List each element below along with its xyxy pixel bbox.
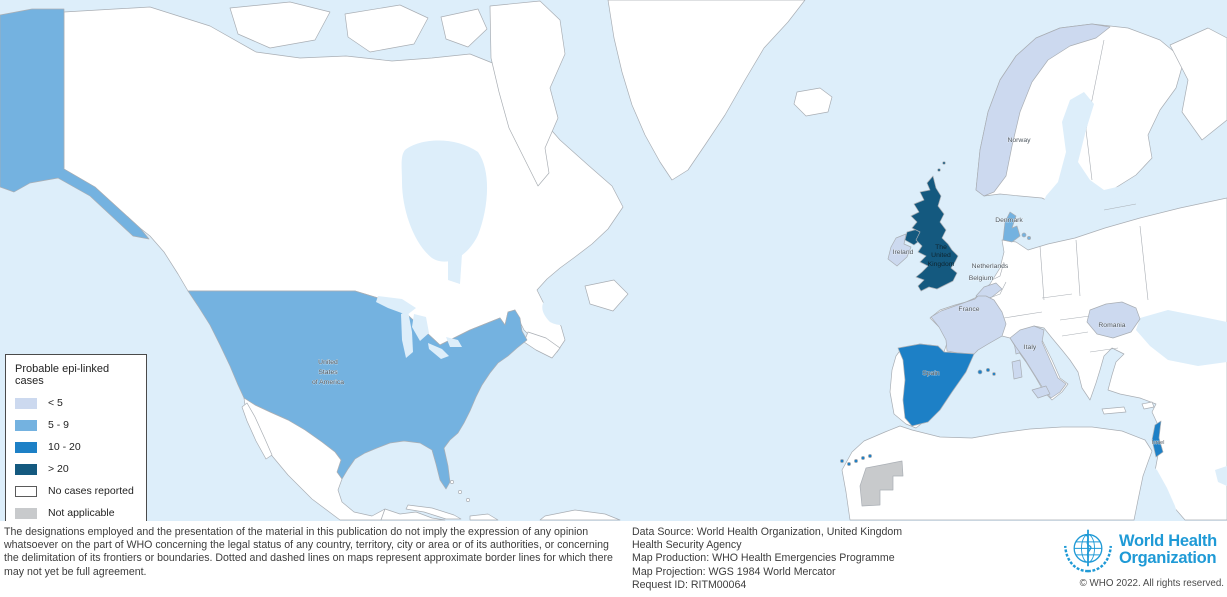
country-greenland: [607, 0, 806, 181]
arctic-islands: [229, 0, 566, 187]
newfoundland: [584, 279, 629, 312]
country-united-kingdom: [910, 161, 959, 292]
country-israel: [1151, 420, 1164, 458]
svg-text:Kingdom: Kingdom: [928, 261, 955, 268]
label-france: France: [958, 306, 979, 313]
label-romania: Romania: [1098, 322, 1125, 329]
country-iceland: [793, 87, 833, 117]
who-logo-name: World Health Organization: [1119, 532, 1217, 567]
country-mexico: [243, 397, 386, 521]
svg-text:of America: of America: [312, 379, 344, 386]
legend-swatch-no-cases: [15, 485, 37, 497]
source-text: Data Source: World Health Organization, …: [632, 526, 903, 591]
disclaimer-text: The designations employed and the presen…: [4, 526, 613, 578]
country-sicily: [1031, 385, 1051, 399]
central-america: [380, 508, 446, 521]
footer: The designations employed and the presen…: [0, 521, 1227, 597]
country-spain: [897, 343, 975, 427]
legend-row: 10 - 20: [15, 441, 138, 453]
legend-swatch-gt20: [15, 463, 37, 475]
legend: Probable epi-linked cases < 5 5 - 9 10 -…: [5, 354, 147, 532]
country-western-sahara: [859, 460, 904, 507]
label-denmark: Denmark: [995, 217, 1023, 224]
legend-swatch-5to9: [15, 419, 37, 431]
legend-swatch-not-applicable: [15, 507, 37, 519]
label-israel: Israel: [1152, 440, 1165, 446]
country-balearic-islands: [977, 367, 996, 376]
legend-swatch-lt5: [15, 397, 37, 409]
canary-islands: [840, 454, 872, 466]
europe-mainland: [889, 197, 1227, 521]
label-spain: Spain: [922, 370, 940, 377]
who-logo-emblem: [1064, 529, 1112, 573]
europe-internal-borders: [983, 39, 1149, 353]
northern-russia: [1169, 27, 1227, 141]
legend-title: Probable epi-linked cases: [15, 363, 110, 387]
country-sardinia: [1011, 359, 1023, 380]
label-netherlands: Netherlands: [972, 263, 1009, 270]
world-map: United States of America The United King…: [0, 0, 1227, 521]
legend-row: Not applicable: [15, 507, 138, 519]
copyright-text: © WHO 2022. All rights reserved.: [1079, 578, 1224, 589]
legend-row: 5 - 9: [15, 419, 138, 431]
label-norway: Norway: [1007, 137, 1031, 144]
great-lakes: [376, 296, 462, 359]
persian-gulf: [1215, 466, 1227, 486]
country-norway: [975, 23, 1111, 197]
map-labels: United States of America The United King…: [312, 137, 1165, 447]
country-italy: [1009, 325, 1067, 399]
south-america: [539, 509, 621, 521]
hudson-bay: [401, 140, 488, 262]
country-alaska: [0, 8, 150, 240]
baltic-sea: [1040, 92, 1136, 236]
gulf-of-st-lawrence: [542, 295, 590, 326]
legend-row: < 5: [15, 397, 138, 409]
james-bay: [448, 254, 462, 284]
black-sea: [1136, 310, 1227, 366]
label-italy: Italy: [1024, 344, 1037, 351]
baja-california: [241, 402, 273, 460]
legend-swatch-10to20: [15, 441, 37, 453]
svg-text:United: United: [931, 252, 951, 259]
red-sea: [1143, 462, 1179, 520]
who-logo: World Health Organization © WHO 2022. Al…: [1062, 524, 1224, 589]
country-cyprus: [1141, 401, 1155, 410]
caribbean-islands: [405, 480, 499, 521]
country-romania: [1086, 301, 1141, 339]
label-ireland: Ireland: [893, 249, 914, 256]
country-crete: [1101, 406, 1127, 415]
svg-text:States: States: [318, 369, 338, 376]
label-belgium: Belgium: [969, 275, 994, 282]
label-uk: The: [935, 244, 947, 251]
legend-row: No cases reported: [15, 485, 138, 497]
legend-row: > 20: [15, 463, 138, 475]
label-usa: United: [318, 359, 338, 366]
north-africa: [841, 425, 1153, 521]
country-denmark: [1002, 211, 1031, 243]
